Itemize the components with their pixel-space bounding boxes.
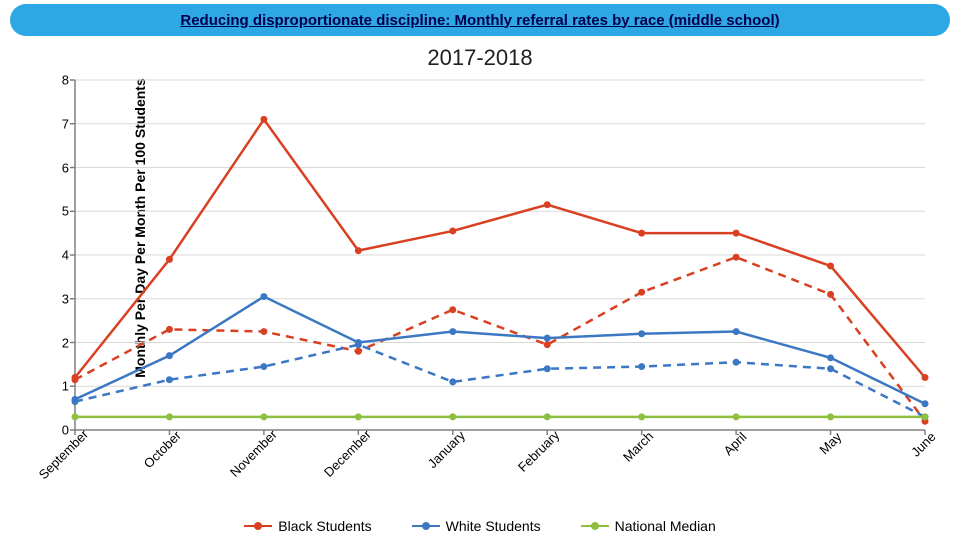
y-tick-label: 7 <box>62 116 75 131</box>
x-tick-label: March <box>620 429 656 465</box>
subtitle: 2017-2018 <box>0 45 960 71</box>
legend-item: Black Students <box>244 518 371 534</box>
y-tick-label: 3 <box>62 291 75 306</box>
y-tick-label: 6 <box>62 160 75 175</box>
x-tick-label: November <box>227 427 280 480</box>
legend: Black Students White Students National Med… <box>0 518 960 534</box>
x-tick-label: February <box>515 427 562 474</box>
x-tick-label: October <box>141 428 184 471</box>
legend-item: National Median <box>581 518 716 534</box>
legend-label: Black Students <box>278 518 371 534</box>
x-tick-label: December <box>321 427 374 480</box>
title-banner: Reducing disproportionate discipline: Mo… <box>10 4 950 36</box>
y-tick-label: 1 <box>62 379 75 394</box>
y-tick-label: 4 <box>62 248 75 263</box>
legend-label: National Median <box>615 518 716 534</box>
title-text: Reducing disproportionate discipline: Mo… <box>180 12 779 29</box>
y-tick-label: 2 <box>62 335 75 350</box>
legend-item: White Students <box>412 518 541 534</box>
y-tick-label: 8 <box>62 73 75 88</box>
legend-label: White Students <box>446 518 541 534</box>
x-tick-label: January <box>424 428 467 471</box>
y-tick-label: 5 <box>62 204 75 219</box>
x-tick-label: May <box>816 429 844 457</box>
x-tick-label: April <box>721 429 750 458</box>
x-tick-label: June <box>908 429 939 460</box>
line-chart: 012345678SeptemberOctoberNovemberDecembe… <box>75 80 925 430</box>
